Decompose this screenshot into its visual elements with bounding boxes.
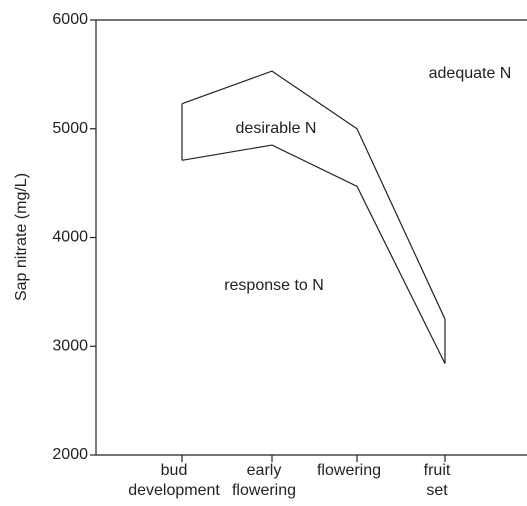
y-tick-label: 4000 — [52, 229, 88, 246]
annotation: response to N — [224, 277, 324, 294]
y-axis-label: Sap nitrate (mg/L) — [13, 173, 30, 301]
annotation: desirable N — [236, 120, 317, 137]
x-tick-label: fruit — [424, 462, 451, 479]
series-line — [181, 70, 446, 320]
annotation: adequate N — [429, 65, 512, 82]
y-tick-label: 5000 — [52, 120, 88, 137]
x-tick-label: early — [247, 462, 282, 479]
x-tick-label: set — [426, 482, 448, 499]
y-tick-label: 3000 — [52, 337, 88, 354]
y-tick-label: 6000 — [52, 11, 88, 28]
x-tick-label: development — [128, 482, 220, 499]
y-tick-label: 2000 — [52, 446, 88, 463]
x-tick-label: flowering — [232, 482, 296, 499]
x-tick-label: flowering — [317, 462, 381, 479]
x-tick-label: bud — [161, 462, 188, 479]
series-line — [181, 144, 446, 364]
